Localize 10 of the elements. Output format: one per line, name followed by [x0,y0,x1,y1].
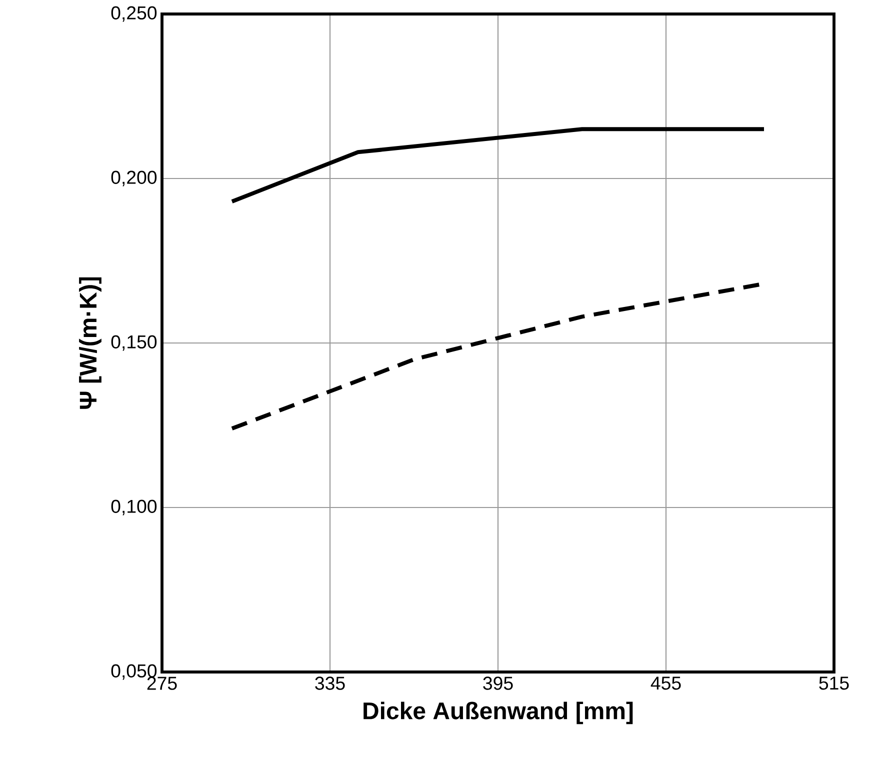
y-tick-label: 0,250 [111,6,157,22]
y-axis-title: Ψ [W/(m·K)] [79,277,102,409]
x-tick-label: 395 [483,676,513,690]
x-axis-title: Dicke Außenwand [mm] [364,702,633,724]
x-tick-label: 515 [819,676,849,690]
y-tick-label: 0,200 [111,170,157,186]
x-tick-label: 455 [650,676,681,690]
y-tick-label: 0,150 [111,335,157,351]
y-tick-label: 0,100 [111,500,157,516]
x-tick-label: 335 [315,676,345,690]
